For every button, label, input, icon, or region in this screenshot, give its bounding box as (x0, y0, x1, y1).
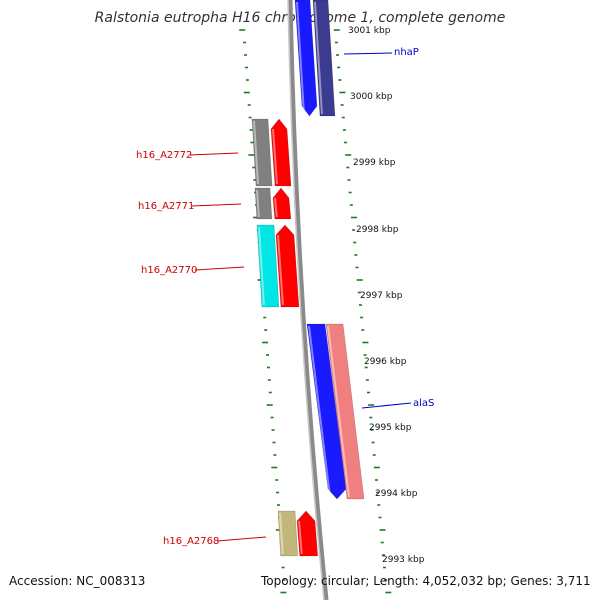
feature-inner (272, 187, 292, 220)
feature-outer (256, 224, 280, 308)
feature-outer (325, 323, 365, 500)
tick-label: 2997 kbp (360, 291, 403, 301)
tick-layer: 3001 kbp 3000 kbp 2999 kbp 2998 kbp 2997 kbp… (348, 26, 425, 565)
feature-inner (294, 0, 318, 117)
gene-label: h16_A2772 (136, 150, 192, 161)
feature-shine (258, 226, 265, 306)
gene-leader-line (189, 152, 239, 156)
gene-leader-line (194, 266, 245, 271)
right-tick-rail (333, 29, 392, 594)
feature-shine (308, 325, 331, 498)
feature-layer (251, 0, 365, 557)
backbone-highlight (287, 0, 325, 600)
left-tick-rail (239, 29, 287, 594)
tick-label: 2996 kbp (364, 357, 407, 367)
accession-text: Accession: NC_008313 (9, 574, 146, 588)
feature-inner (275, 224, 300, 308)
tick-label: 2995 kbp (369, 423, 412, 433)
gene-label: h16_A2768 (163, 536, 219, 547)
tick-label: 2999 kbp (353, 158, 396, 168)
tick-label: 3001 kbp (348, 26, 391, 36)
feature-shine (256, 189, 260, 218)
gene-label: nhaP (394, 47, 419, 58)
feature-shine (314, 1, 323, 115)
feature-shine (274, 197, 278, 218)
tick-label: 2998 kbp (356, 225, 399, 235)
feature-inner (306, 323, 347, 500)
gene-label: h16_A2770 (141, 265, 197, 276)
gene-label-layer: nhaP h16_A2772 h16_A2771 h16_A2770 alaS h16_A… (136, 47, 434, 547)
feature-outer (254, 187, 273, 220)
feature-outer (251, 118, 273, 187)
feature-shine (298, 520, 303, 555)
gene-leader-line (191, 203, 242, 207)
gene-label: alaS (413, 398, 434, 409)
feature-shine (327, 325, 350, 498)
topology-text: Topology: circular; Length: 4,052,032 bp… (261, 574, 591, 588)
gene-leader-line (216, 536, 267, 542)
feature-shine (253, 120, 260, 185)
feature-shine (279, 512, 284, 555)
feature-shine (272, 128, 279, 185)
gene-leader-line (343, 52, 393, 55)
tick-label: 2994 kbp (375, 489, 418, 499)
feature-outer (312, 0, 336, 117)
backbone-line (287, 0, 329, 600)
gene-label: h16_A2771 (138, 201, 194, 212)
feature-shine (296, 1, 305, 115)
feature-inner (270, 118, 292, 187)
feature-inner (296, 510, 319, 557)
tick-label: 3000 kbp (350, 92, 393, 102)
feature-shine (277, 234, 284, 306)
feature-outer (277, 510, 299, 557)
tick-label: 2993 kbp (382, 555, 425, 565)
gene-leader-line (361, 402, 412, 409)
